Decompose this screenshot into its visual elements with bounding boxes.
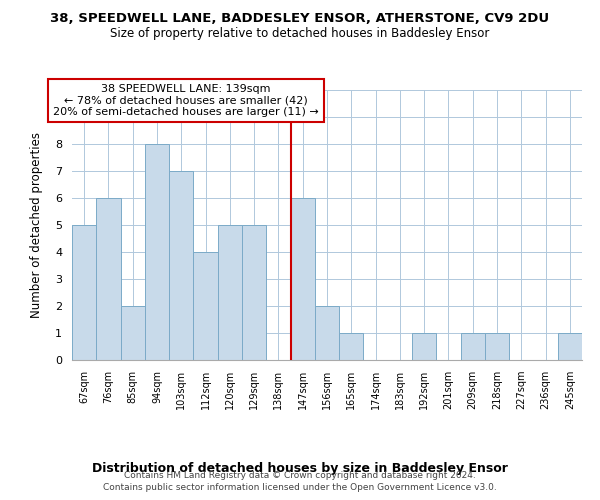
Bar	[145, 144, 169, 360]
Bar	[339, 333, 364, 360]
Text: Distribution of detached houses by size in Baddesley Ensor: Distribution of detached houses by size …	[92, 462, 508, 475]
Bar	[290, 198, 315, 360]
Bar	[242, 225, 266, 360]
Bar	[485, 333, 509, 360]
Text: 38 SPEEDWELL LANE: 139sqm
← 78% of detached houses are smaller (42)
20% of semi-: 38 SPEEDWELL LANE: 139sqm ← 78% of detac…	[53, 84, 319, 117]
Text: Contains HM Land Registry data © Crown copyright and database right 2024.
Contai: Contains HM Land Registry data © Crown c…	[103, 471, 497, 492]
Bar	[558, 333, 582, 360]
Bar	[218, 225, 242, 360]
Bar	[315, 306, 339, 360]
Y-axis label: Number of detached properties: Number of detached properties	[30, 132, 43, 318]
Bar	[193, 252, 218, 360]
Bar	[96, 198, 121, 360]
Text: 38, SPEEDWELL LANE, BADDESLEY ENSOR, ATHERSTONE, CV9 2DU: 38, SPEEDWELL LANE, BADDESLEY ENSOR, ATH…	[50, 12, 550, 26]
Bar	[72, 225, 96, 360]
Text: Size of property relative to detached houses in Baddesley Ensor: Size of property relative to detached ho…	[110, 28, 490, 40]
Bar	[121, 306, 145, 360]
Bar	[412, 333, 436, 360]
Bar	[461, 333, 485, 360]
Bar	[169, 171, 193, 360]
